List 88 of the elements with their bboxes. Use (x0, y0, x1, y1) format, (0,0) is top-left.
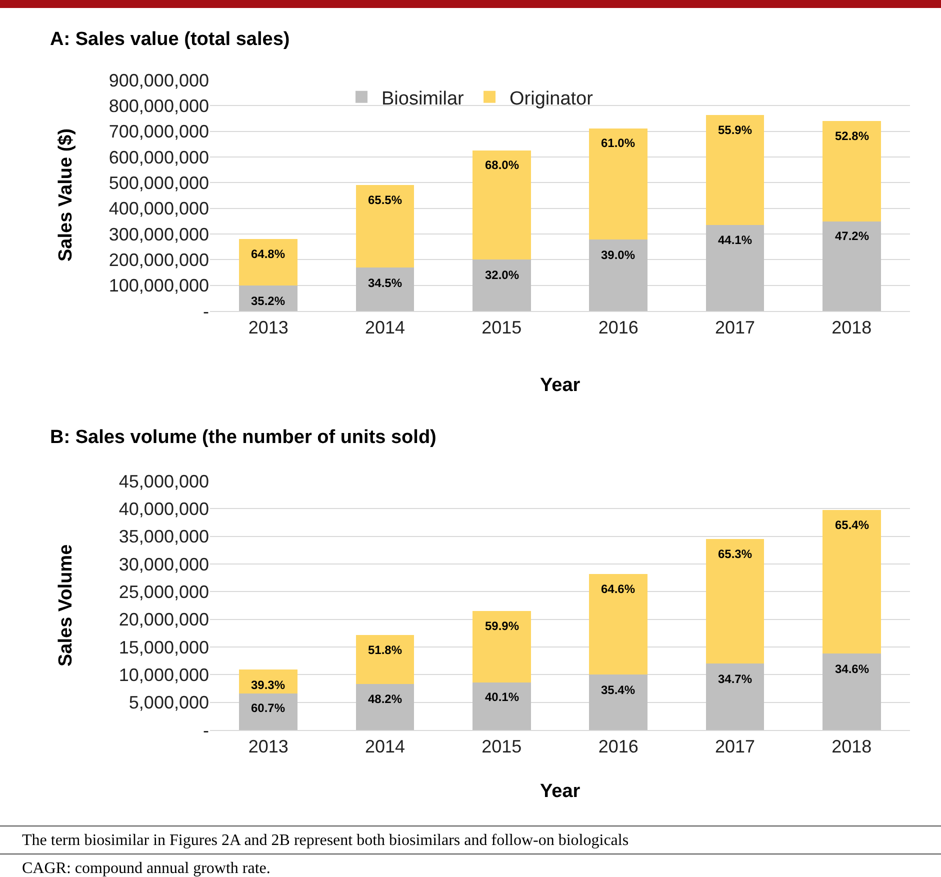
text: The term biosimilar in Figures 2A and 2B represent both biosimilars and follow-on biologicals (22, 832, 629, 849)
annotation: 68.0% (485, 158, 520, 172)
bar (589, 574, 648, 675)
x-tick-label: 2014 (364, 318, 406, 338)
x-tick-label: 2018 (832, 318, 872, 338)
x-tick-label: 2015 (482, 318, 522, 338)
y-tick-label: 500,000,000 (108, 172, 209, 193)
y-tick-label: 30,000,000 (118, 554, 209, 574)
y-tick-label: - (203, 720, 209, 740)
annotation: 55.9% (718, 123, 752, 137)
y-tick-label: 45,000,000 (118, 471, 209, 492)
y-tick-label: 700,000,000 (108, 122, 209, 142)
annotation: 48.2% (368, 692, 402, 706)
bar (822, 510, 881, 654)
annotation: 34.5% (368, 276, 402, 290)
bar (356, 684, 414, 730)
y-tick-label: 20,000,000 (118, 610, 209, 630)
y-tick-label: 25,000,000 (118, 582, 209, 602)
y-tick-label: 5,000,000 (128, 692, 209, 713)
x-tick-label: 2015 (482, 736, 522, 757)
x-tick-label: 2017 (714, 736, 756, 757)
text: CAGR: compound annual growth rate. (22, 860, 270, 877)
y-tick-label: 15,000,000 (118, 637, 209, 658)
y-tick-label: 100,000,000 (108, 276, 209, 296)
annotation: 39.3% (251, 678, 286, 692)
y-tick-label: 600,000,000 (108, 147, 209, 168)
annotation: 64.6% (601, 582, 636, 596)
bar (356, 268, 414, 311)
y-tick-label: 300,000,000 (108, 224, 209, 244)
bar (589, 128, 648, 240)
y-axis-title: Sales Volume (56, 544, 76, 666)
annotation: 32.0% (485, 268, 520, 282)
bar (706, 664, 764, 730)
annotation: 34.7% (718, 672, 752, 686)
bar (822, 221, 881, 311)
bar (239, 239, 298, 286)
bar (706, 115, 764, 225)
annotation: 59.9% (485, 619, 520, 633)
chart-title: B: Sales volume (the number of units sold) (50, 427, 436, 448)
bar (706, 224, 764, 311)
annotation: 47.2% (835, 229, 870, 243)
y-tick-label: 35,000,000 (118, 526, 209, 547)
x-axis-title: Year (540, 375, 581, 396)
legend-label: Originator (510, 88, 594, 110)
y-axis-title: Sales Value ($) (56, 128, 76, 262)
annotation: 44.1% (718, 233, 752, 247)
bar (706, 539, 764, 664)
x-tick-label: 2016 (598, 736, 638, 757)
annotation: 65.3% (718, 547, 752, 561)
annotation: 61.0% (601, 136, 636, 150)
x-axis-title: Year (540, 781, 581, 802)
annotation: 51.8% (368, 643, 402, 657)
bar (356, 185, 414, 268)
y-tick-label: 800,000,000 (108, 96, 209, 116)
chart-title: A: Sales value (total sales) (50, 29, 290, 50)
annotation: 35.2% (251, 294, 286, 308)
bar (356, 634, 414, 684)
annotation: 64.8% (251, 247, 286, 261)
x-tick-label: 2017 (714, 318, 756, 338)
bar (822, 121, 881, 222)
y-tick-label: 200,000,000 (108, 250, 209, 270)
annotation: 60.7% (251, 701, 286, 715)
x-tick-label: 2016 (598, 318, 638, 338)
x-tick-label: 2014 (364, 736, 406, 757)
y-tick-label: 400,000,000 (108, 198, 209, 219)
y-tick-label: - (203, 301, 209, 322)
bar (472, 150, 531, 260)
annotation: 39.0% (601, 248, 636, 262)
bar (472, 611, 531, 682)
bar (822, 654, 881, 730)
bar (589, 240, 648, 311)
y-tick-label: 10,000,000 (118, 664, 209, 685)
annotation: 65.4% (835, 518, 870, 532)
bar (472, 260, 531, 311)
legend-label: Biosimilar (382, 88, 465, 110)
y-tick-label: 40,000,000 (118, 498, 209, 519)
annotation: 34.6% (835, 662, 870, 676)
annotation: 40.1% (485, 690, 520, 704)
x-tick-label: 2018 (832, 736, 872, 757)
x-tick-label: 2013 (248, 318, 288, 338)
bar (472, 682, 531, 730)
annotation: 52.8% (835, 129, 870, 143)
annotation: 35.4% (601, 683, 636, 697)
bar (589, 674, 648, 730)
bar (239, 693, 298, 730)
y-tick-label: 900,000,000 (108, 70, 209, 90)
annotation: 65.5% (368, 193, 402, 207)
x-tick-label: 2013 (248, 736, 288, 757)
